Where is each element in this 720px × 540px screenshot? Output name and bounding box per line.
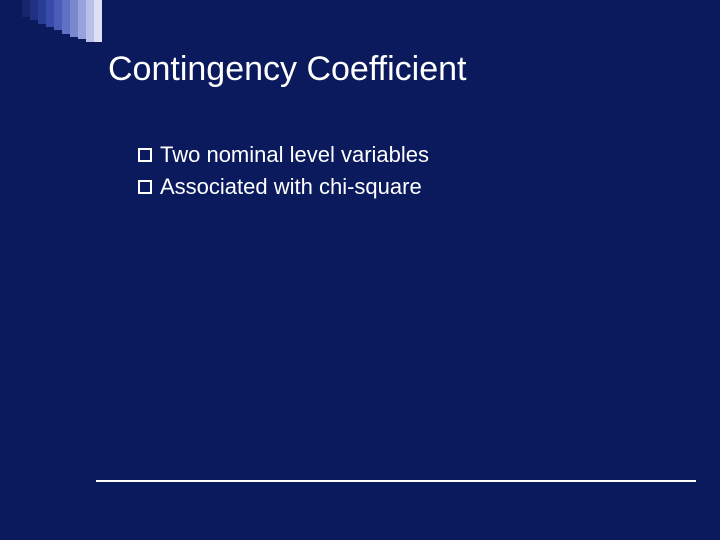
decoration-bar — [94, 0, 102, 42]
slide-title: Contingency Coefficient — [108, 50, 466, 89]
decoration-bar — [30, 0, 38, 20]
bullet-list: Two nominal level variables Associated wi… — [138, 142, 429, 206]
decoration-bar — [22, 0, 30, 17]
list-item: Two nominal level variables — [138, 142, 429, 168]
decoration-bar — [54, 0, 62, 30]
decoration-bar — [86, 0, 94, 42]
decoration-bar — [78, 0, 86, 39]
decoration-bar — [46, 0, 54, 27]
square-bullet-icon — [138, 148, 152, 162]
square-bullet-icon — [138, 180, 152, 194]
decoration-bar — [62, 0, 70, 34]
list-item-text: Associated with chi-square — [160, 174, 422, 200]
bottom-divider — [96, 480, 696, 482]
list-item: Associated with chi-square — [138, 174, 429, 200]
decoration-bar — [38, 0, 46, 24]
decoration-bar — [70, 0, 78, 37]
list-item-text: Two nominal level variables — [160, 142, 429, 168]
slide: Contingency Coefficient Two nominal leve… — [0, 0, 720, 540]
top-bars-decoration — [22, 0, 102, 42]
